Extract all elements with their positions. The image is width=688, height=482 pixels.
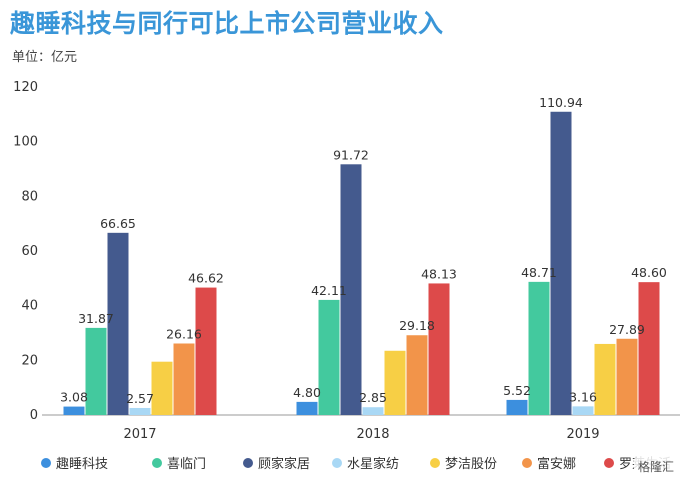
data-label: 29.18 [399, 318, 435, 333]
bar [151, 361, 173, 415]
bar [318, 299, 340, 415]
bar [594, 343, 616, 415]
bar [428, 283, 450, 415]
data-label: 31.87 [78, 311, 114, 326]
data-label: 48.71 [521, 265, 557, 280]
data-label: 3.08 [60, 390, 88, 405]
x-tick-label: 2019 [566, 427, 599, 442]
x-axis-ticks: 2017 2018 2019 [123, 427, 599, 442]
y-tick-label: 100 [13, 135, 38, 150]
bar [362, 407, 384, 415]
x-tick-label: 2018 [356, 427, 389, 442]
data-label: 110.94 [539, 95, 583, 110]
data-labels-group: 3.08 31.87 66.65 2.57 26.16 46.62 4.80 42.11 91.… [60, 95, 667, 406]
legend-marker [430, 458, 440, 468]
bar [296, 401, 318, 415]
legend-marker [332, 458, 342, 468]
legend-label: 趣睡科技 [56, 457, 108, 472]
data-label: 2.57 [126, 391, 154, 406]
bar [528, 281, 550, 415]
legend-marker [152, 458, 162, 468]
data-label: 4.80 [293, 385, 321, 400]
bar [506, 399, 528, 415]
y-axis-ticks: 0 20 40 60 80 100 120 [13, 80, 38, 423]
legend-label: 喜临门 [167, 457, 206, 472]
y-tick-label: 20 [21, 353, 38, 368]
data-label: 26.16 [166, 326, 202, 341]
chart-title: 趣睡科技与同行可比上市公司营业收入 [10, 9, 444, 38]
legend-marker [604, 458, 614, 468]
data-label: 91.72 [333, 147, 369, 162]
data-label: 46.62 [188, 271, 224, 286]
bar [638, 282, 660, 415]
data-label: 66.65 [100, 216, 136, 231]
legend-marker [522, 458, 532, 468]
bar [406, 335, 428, 415]
y-tick-label: 60 [21, 244, 38, 259]
x-tick-label: 2017 [123, 427, 156, 442]
data-label: 2.85 [359, 390, 387, 405]
unit-label: 单位：亿元 [12, 50, 78, 65]
data-label: 42.11 [311, 283, 347, 298]
data-label: 5.52 [503, 383, 531, 398]
legend-label: 富安娜 [537, 456, 576, 472]
legend-marker [243, 458, 253, 468]
bar [195, 287, 217, 415]
legend-label: 梦洁股份 [445, 457, 497, 472]
y-tick-label: 120 [13, 80, 38, 95]
bar [173, 343, 195, 415]
bar [85, 327, 107, 415]
legend-label: 顾家家居 [258, 456, 310, 472]
legend-marker [41, 458, 51, 468]
legend: 趣睡科技喜临门顾家家居水星家纺梦洁股份富安娜罗莱生活 [41, 456, 671, 472]
y-tick-label: 80 [21, 189, 38, 204]
bar [572, 406, 594, 415]
bar [340, 164, 362, 415]
y-tick-label: 40 [21, 299, 38, 314]
data-label: 48.13 [421, 266, 457, 281]
data-label: 3.16 [569, 389, 597, 404]
bar [616, 338, 638, 415]
data-label: 27.89 [609, 322, 645, 337]
y-tick-label: 0 [30, 408, 38, 423]
watermark: 格隆汇 [633, 457, 678, 476]
bar [384, 350, 406, 415]
bar [129, 407, 151, 415]
data-label: 48.60 [631, 265, 667, 280]
bars-group [63, 111, 660, 415]
legend-label: 水星家纺 [347, 456, 399, 472]
bar [107, 232, 129, 415]
bar [550, 111, 572, 415]
bar [63, 406, 85, 415]
